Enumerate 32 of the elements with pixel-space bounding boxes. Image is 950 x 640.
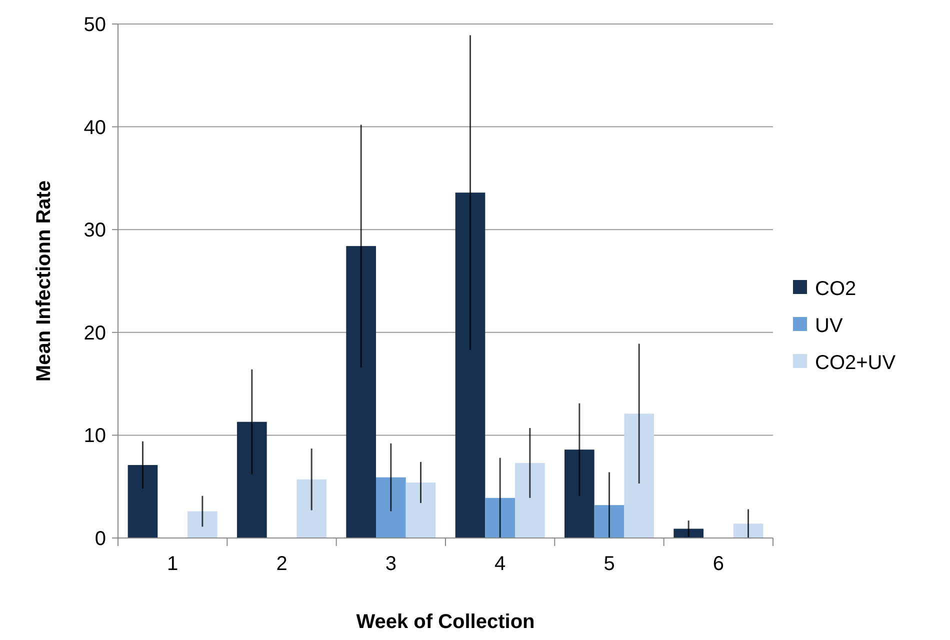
y-tick-label: 50	[84, 14, 106, 36]
y-tick-label: 10	[84, 425, 106, 448]
y-tick-label: 30	[84, 220, 106, 242]
bar	[624, 414, 654, 538]
bar	[515, 462, 545, 538]
x-tick-label: 5	[604, 553, 615, 575]
y-tick-label: 40	[84, 116, 106, 139]
x-tick-label: 1	[167, 553, 178, 575]
y-tick-label: 0	[94, 528, 106, 550]
bar	[564, 450, 594, 538]
y-axis-title: Mean Infectionn Rate	[33, 180, 55, 382]
y-tick-label: 20	[84, 322, 106, 344]
bar	[236, 422, 267, 538]
bar	[485, 498, 516, 538]
bar	[188, 511, 218, 538]
x-tick-label: 4	[494, 553, 506, 575]
bar	[296, 479, 327, 538]
bar	[455, 192, 486, 538]
legend-label: CO2+UV	[815, 352, 896, 374]
bar	[733, 524, 764, 538]
bar	[406, 482, 436, 538]
x-tick-label: 2	[276, 553, 288, 575]
bar	[346, 246, 376, 538]
x-axis-title: Week of Collection	[356, 611, 535, 633]
x-tick-label: 3	[385, 553, 396, 575]
x-tick-label: 6	[712, 553, 724, 575]
bar	[128, 465, 158, 538]
bar	[594, 505, 624, 538]
legend-label: UV	[815, 315, 844, 337]
bar	[674, 528, 704, 538]
legend-label: CO2	[815, 278, 856, 300]
bar	[376, 477, 406, 538]
